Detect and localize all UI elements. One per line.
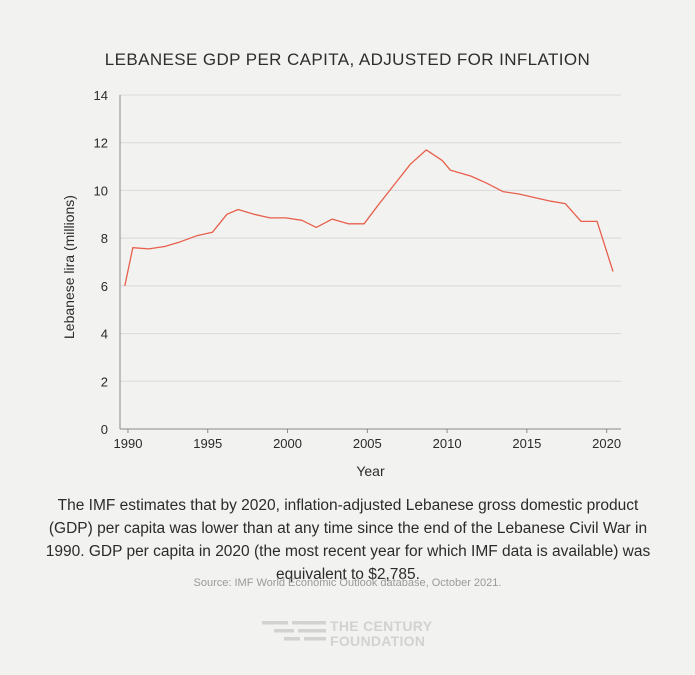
x-tick-label: 2020 — [592, 436, 621, 451]
logo-line-1: THE CENTURY — [330, 618, 433, 634]
y-axis-ticks: 0 2 4 6 8 10 12 14 — [94, 88, 108, 437]
source-note: Source: IMF World Economic Outlook datab… — [193, 577, 502, 589]
y-tick-label: 8 — [101, 231, 108, 246]
logo-bars-icon — [262, 621, 326, 641]
y-tick-label: 6 — [101, 279, 108, 294]
x-tick-label: 2010 — [433, 436, 462, 451]
century-foundation-logo: THE CENTURY FOUNDATION — [262, 619, 442, 649]
y-tick-label: 10 — [94, 183, 108, 198]
x-tick-label: 2005 — [353, 436, 382, 451]
chart-caption: The IMF estimates that by 2020, inflatio… — [45, 497, 651, 583]
x-tick-label: 1990 — [114, 436, 143, 451]
x-tick-label: 1995 — [193, 436, 222, 451]
x-axis-label: Year — [356, 463, 385, 479]
chart-title: LEBANESE GDP PER CAPITA, ADJUSTED FOR IN… — [104, 50, 591, 69]
series-line-gdp — [124, 149, 614, 287]
y-tick-label: 0 — [101, 422, 108, 437]
y-tick-label: 2 — [101, 374, 108, 389]
logo-line-2: FOUNDATION — [330, 632, 426, 649]
y-tick-label: 4 — [101, 327, 108, 342]
line-chart: 0 2 4 6 8 10 12 14 1990 1995 2000 2005 2010 2015 2020… — [61, 88, 621, 479]
x-tick-label: 2015 — [512, 436, 541, 451]
y-tick-label: 14 — [94, 88, 108, 103]
y-tick-label: 12 — [94, 136, 108, 151]
x-axis-ticks: 1990 1995 2000 2005 2010 2015 2020 — [114, 429, 621, 451]
y-axis-label: Lebanese lira (millions) — [61, 195, 77, 339]
logo-wordmark: THE CENTURY FOUNDATION — [330, 619, 432, 648]
grid-lines — [120, 94, 621, 382]
x-tick-label: 2000 — [273, 436, 302, 451]
